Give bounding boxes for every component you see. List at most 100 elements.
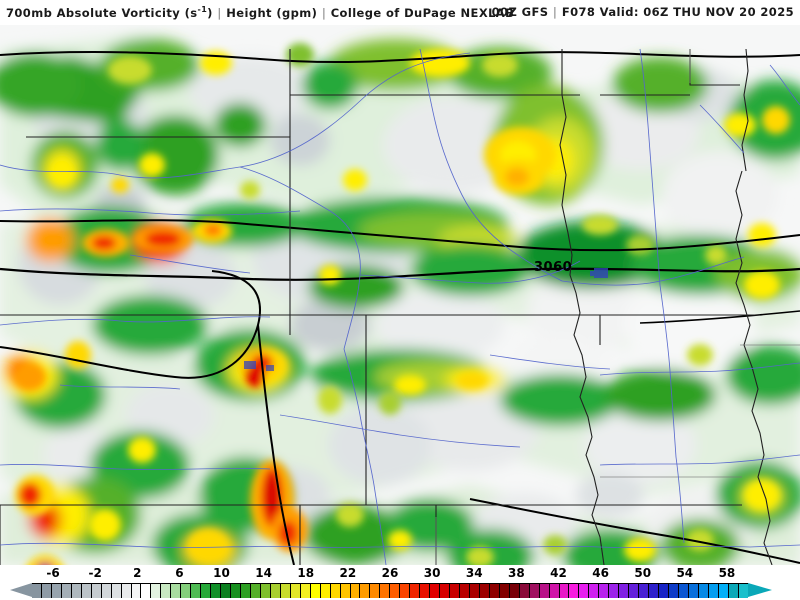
colorbar-tick-labels: -6 -2 2 6 10 14 18 22 26 30 34 38 42 46 50 54 58: [0, 565, 800, 582]
colorbar-swatch: [708, 584, 719, 598]
header-field-paren: ): [207, 5, 213, 20]
colorbar-swatch: [599, 584, 610, 598]
colorbar-swatch: [360, 584, 371, 598]
colorbar-tick-label: 2: [133, 566, 142, 580]
colorbar-swatch: [101, 584, 112, 598]
colorbar-swatch: [469, 584, 480, 598]
colorbar-swatch: [141, 584, 152, 598]
colorbar-swatch: [111, 584, 122, 598]
colorbar-swatch: [171, 584, 182, 598]
colorbar-strip[interactable]: [32, 583, 748, 598]
header-separator-3: |: [552, 5, 558, 19]
colorbar-tick-label: 54: [676, 566, 694, 580]
colorbar-swatch: [270, 584, 281, 598]
colorbar-tick-label: 42: [550, 566, 567, 580]
colorbar-swatch: [320, 584, 331, 598]
header-field-label: 700mb Absolute Vorticity (s: [6, 5, 198, 20]
colorbar-swatch: [241, 584, 251, 598]
colorbar-tick-label: 50: [634, 566, 652, 580]
colorbar-tick-label: 34: [465, 566, 483, 580]
colorbar-swatch: [579, 584, 590, 598]
colorbar-swatch: [310, 584, 321, 598]
header-field-exponent: -1: [197, 5, 208, 14]
header-height-label: Height (gpm): [226, 5, 318, 20]
colorbar-swatch: [698, 584, 709, 598]
colorbar-tick-label: -6: [46, 566, 60, 580]
vorticity-field-svg: [0, 25, 800, 565]
colorbar-swatch: [678, 584, 689, 598]
colorbar-over-arrow: [748, 583, 772, 597]
colorbar-swatch: [718, 584, 729, 598]
colorbar-swatch: [231, 584, 242, 598]
colorbar-swatch: [250, 584, 261, 598]
colorbar-tick-label: 18: [297, 566, 315, 580]
colorbar-swatch: [191, 584, 202, 598]
colorbar-swatch: [728, 584, 739, 598]
header-source-label: College of DuPage NEXLAB: [330, 5, 515, 20]
colorbar-swatch: [509, 584, 520, 598]
height-contours: [0, 51, 800, 565]
header-right-title: 00Z GFS | F078 Valid: 06Z THU NOV 20 202…: [492, 5, 794, 19]
colorbar-swatch: [479, 584, 490, 598]
colorbar-swatch: [161, 584, 172, 598]
colorbar-swatch: [589, 584, 600, 598]
colorbar-swatch: [420, 584, 431, 598]
colorbar-swatch: [639, 584, 650, 598]
city-denver: [244, 361, 256, 369]
colorbar-swatch: [629, 584, 640, 598]
colorbar-swatch: [51, 584, 62, 598]
colorbar-swatch: [669, 584, 679, 598]
contour-label-3060: 3060: [534, 260, 573, 275]
colorbar-swatch: [410, 584, 421, 598]
colorbar-tick-label: 46: [592, 566, 609, 580]
colorbar-swatch: [300, 584, 311, 598]
colorbar-swatch: [380, 584, 391, 598]
colorbar-swatch: [201, 584, 212, 598]
header-bar: 700mb Absolute Vorticity (s-1) | Height …: [0, 0, 800, 25]
header-separator-1: |: [217, 5, 222, 20]
colorbar-tick-label: 26: [381, 566, 399, 580]
colorbar-swatch: [659, 584, 669, 598]
header-separator-2: |: [321, 5, 327, 20]
colorbar-swatch: [649, 584, 660, 598]
colorbar-swatch: [350, 584, 361, 598]
colorbar-swatch: [131, 584, 142, 598]
colorbar-swatch: [559, 584, 570, 598]
colorbar-swatch: [619, 584, 630, 598]
colorbar-swatch: [181, 584, 192, 598]
header-valid-label: F078 Valid: 06Z THU NOV 20 2025: [561, 5, 794, 19]
colorbar-under-arrow: [10, 583, 32, 597]
colorbar-tick-label: 38: [507, 566, 525, 580]
header-model-label: 00Z GFS: [491, 5, 549, 19]
colorbar-swatch: [340, 584, 351, 598]
colorbar-block: -6 -2 2 6 10 14 18 22 26 30 34 38 42 46 50 54 58: [0, 565, 800, 600]
city-omaha: [590, 268, 608, 278]
colorbar-tick-label: 30: [423, 566, 441, 580]
colorbar-swatch: [121, 584, 132, 598]
colorbar-swatch: [569, 584, 580, 598]
colorbar-swatch: [738, 584, 748, 598]
colorbar-tick-label: -2: [88, 566, 102, 580]
colorbar-swatch: [41, 584, 52, 598]
colorbar-swatch: [32, 584, 42, 598]
colorbar-swatch: [499, 584, 510, 598]
map-canvas[interactable]: 3060: [0, 25, 800, 565]
colorbar-tick-label: 58: [718, 566, 736, 580]
colorbar-swatch: [459, 584, 470, 598]
colorbar-swatch: [280, 584, 291, 598]
vorticity-cores: [14, 43, 790, 565]
colorbar-swatch: [519, 584, 530, 598]
colorbar-swatch: [260, 584, 271, 598]
city-wichita: [266, 365, 274, 371]
colorbar-tick-label: 14: [255, 566, 272, 580]
colorbar-swatch: [61, 584, 72, 598]
colorbar-swatch: [688, 584, 699, 598]
colorbar-swatch: [400, 584, 411, 598]
state-boundaries: [0, 48, 773, 565]
colorbar-swatch: [549, 584, 560, 598]
colorbar-swatch: [330, 584, 341, 598]
colorbar-swatch: [390, 584, 401, 598]
colorbar-tick-label: 22: [339, 566, 357, 580]
header-left-title: 700mb Absolute Vorticity (s-1) | Height …: [6, 5, 514, 20]
colorbar-swatch: [430, 584, 441, 598]
